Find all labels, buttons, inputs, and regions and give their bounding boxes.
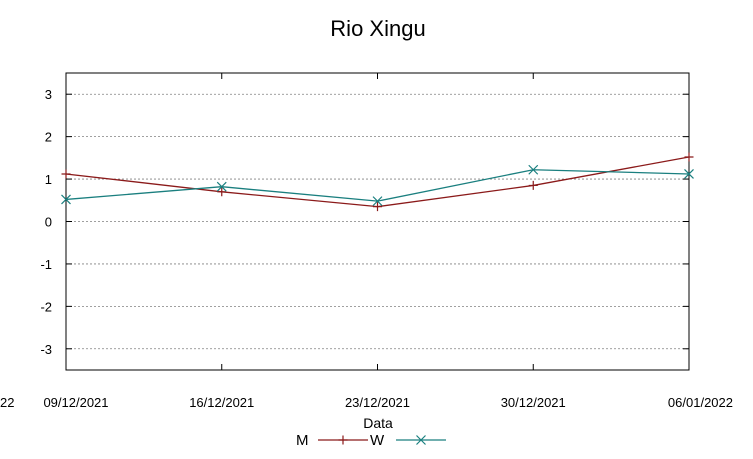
- y-tick-label: 2: [45, 130, 52, 145]
- data-point-W: [61, 194, 71, 205]
- legend-label-M: M: [296, 432, 309, 449]
- y-tick-label: 1: [45, 172, 52, 187]
- clipped-x-tick: 22: [0, 395, 14, 410]
- y-tick-label: 0: [45, 215, 52, 230]
- x-tick-label: 16/12/2021: [189, 395, 254, 410]
- y-tick-label: 3: [45, 87, 52, 102]
- x-tick-label: 30/12/2021: [501, 395, 566, 410]
- series-W: [61, 164, 694, 207]
- data-point-W: [216, 181, 227, 192]
- x-tick-label: 23/12/2021: [345, 395, 410, 410]
- data-point-W: [528, 164, 539, 175]
- data-point-M: [684, 152, 694, 162]
- y-tick-label: -1: [40, 257, 52, 272]
- x-axis: 09/12/2021 16/12/2021 23/12/2021 30/12/2021…: [43, 73, 733, 410]
- chart-title: Rio Xingu: [330, 16, 425, 41]
- legend-label-W: W: [370, 432, 385, 449]
- y-tick-label: -3: [40, 342, 52, 357]
- data-point-W: [684, 169, 694, 179]
- x-axis-label: Data: [363, 415, 393, 431]
- data-point-M: [373, 202, 382, 212]
- series-group: [61, 152, 694, 212]
- data-point-M: [61, 169, 71, 179]
- y-tick-label: -2: [40, 299, 52, 314]
- x-tick-label: 06/01/2022: [668, 395, 733, 410]
- legend-marker-W: [416, 435, 426, 445]
- x-tick-label: 09/12/2021: [43, 395, 108, 410]
- data-point-W: [372, 196, 383, 207]
- series-line-M: [65, 156, 690, 208]
- y-axis: 3 2 1 0 -1 -2 -3: [40, 87, 689, 357]
- data-point-M: [528, 180, 538, 190]
- legend-marker-M: [338, 435, 348, 445]
- grid-lines: [66, 93, 689, 350]
- series-M: [61, 152, 694, 212]
- data-point-M: [217, 187, 227, 197]
